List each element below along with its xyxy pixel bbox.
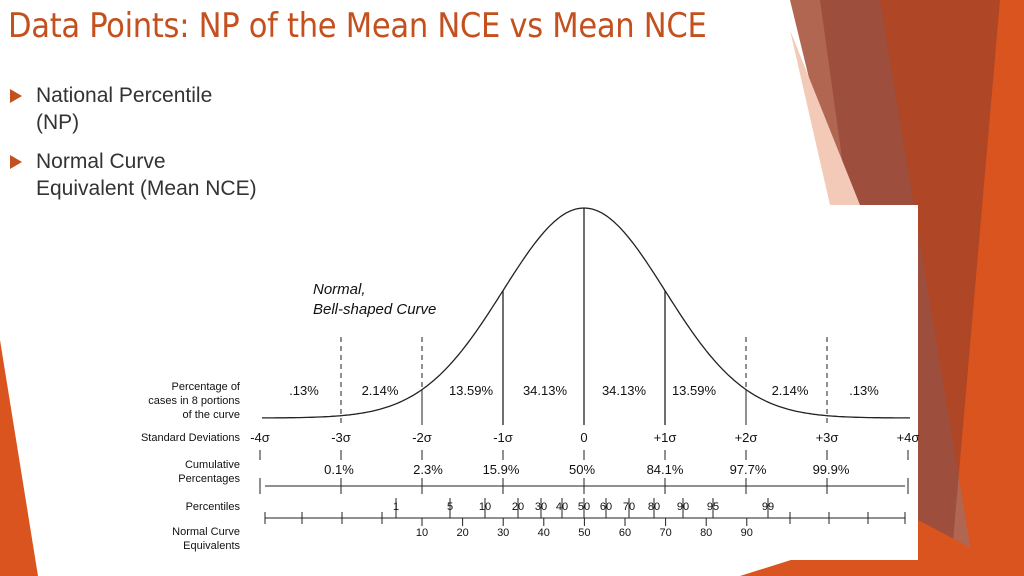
row-label: Equivalents <box>183 540 240 552</box>
percentile-label: 30 <box>535 501 547 513</box>
nce-label: 70 <box>659 527 671 539</box>
bullet: Normal Curve Equivalent (Mean NCE) <box>10 148 261 202</box>
row-label: of the curve <box>183 409 240 421</box>
decor-shape <box>790 30 860 205</box>
nce-label: 10 <box>416 527 428 539</box>
sd-label: -3σ <box>331 430 351 445</box>
row-label: Percentages <box>178 473 240 485</box>
cumulative-label: 84.1% <box>647 462 684 477</box>
portion-percentage: 34.13% <box>602 383 647 398</box>
percentile-label: 50 <box>578 501 590 513</box>
sd-label: +1σ <box>654 430 677 445</box>
cumulative-label: 2.3% <box>413 462 443 477</box>
portion-percentage: 2.14% <box>772 383 809 398</box>
nce-label: 20 <box>456 527 468 539</box>
percentile-label: 40 <box>556 501 568 513</box>
nce-label: 50 <box>578 527 590 539</box>
portion-percentage: .13% <box>849 383 879 398</box>
percentile-label: 99 <box>762 501 774 513</box>
portion-percentage: 13.59% <box>672 383 717 398</box>
percentile-label: 20 <box>512 501 524 513</box>
sd-label: -4σ <box>250 430 270 445</box>
percentile-label: 60 <box>600 501 612 513</box>
row-label: Percentage of <box>172 381 241 393</box>
cumulative-label: 99.9% <box>813 462 850 477</box>
nce-label: 30 <box>497 527 509 539</box>
portion-percentage: 2.14% <box>362 383 399 398</box>
sd-label: -2σ <box>412 430 432 445</box>
cumulative-label: 15.9% <box>483 462 520 477</box>
cumulative-label: 97.7% <box>730 462 767 477</box>
percentile-label: 80 <box>648 501 660 513</box>
bell-curve <box>262 207 910 419</box>
percentile-label: 1 <box>393 501 399 513</box>
caption: Normal, <box>313 281 366 298</box>
nce-label: 40 <box>538 527 550 539</box>
percentile-label: 70 <box>623 501 635 513</box>
percentile-label: 5 <box>447 501 453 513</box>
portion-percentage: 13.59% <box>449 383 494 398</box>
row-label: Percentiles <box>186 501 241 513</box>
row-label: Standard Deviations <box>141 432 241 444</box>
percentile-label: 10 <box>479 501 491 513</box>
bullet: National Percentile (NP) <box>10 82 261 136</box>
percentile-label: 90 <box>677 501 689 513</box>
slide-title: Data Points: NP of the Mean NCE vs Mean … <box>8 6 707 46</box>
decor-shape <box>0 340 38 576</box>
caption: Bell-shaped Curve <box>313 301 436 318</box>
sd-label: 0 <box>580 430 587 445</box>
sd-label: +4σ <box>897 430 920 445</box>
nce-label: 90 <box>741 527 753 539</box>
percentile-label: 95 <box>707 501 719 513</box>
row-label: Normal Curve <box>172 526 240 538</box>
portion-percentage: 34.13% <box>523 383 568 398</box>
cumulative-label: 0.1% <box>324 462 354 477</box>
row-label: cases in 8 portions <box>148 395 240 407</box>
nce-label: 60 <box>619 527 631 539</box>
row-label: Cumulative <box>185 459 240 471</box>
sd-label: -1σ <box>493 430 513 445</box>
portion-percentage: .13% <box>289 383 319 398</box>
sd-label: +3σ <box>816 430 839 445</box>
cumulative-label: 50% <box>569 462 595 477</box>
sd-label: +2σ <box>735 430 758 445</box>
nce-label: 80 <box>700 527 712 539</box>
